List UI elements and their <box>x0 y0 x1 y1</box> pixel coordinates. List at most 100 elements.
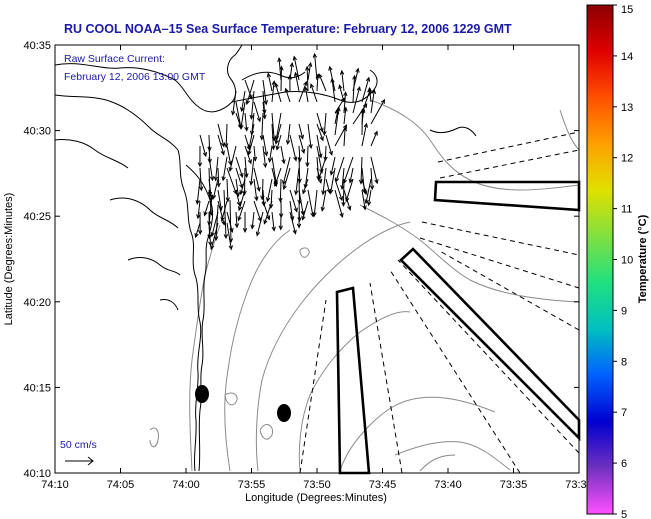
current-vector <box>217 134 225 156</box>
current-vector <box>249 90 255 120</box>
x-tick-label: 74:10 <box>41 479 69 491</box>
current-vector <box>253 178 259 202</box>
current-vector <box>213 156 219 182</box>
current-vector <box>284 87 291 103</box>
scale-label: 50 cm/s <box>60 439 97 451</box>
station-marker <box>277 404 291 422</box>
coastline <box>54 44 477 472</box>
current-vector <box>275 134 282 151</box>
x-tick-label: 73:30 <box>565 479 593 491</box>
current-vector <box>237 189 246 212</box>
current-vector <box>338 84 345 103</box>
current-vector <box>253 101 262 123</box>
current-vector <box>298 80 308 103</box>
current-vector <box>239 178 246 196</box>
current-vector <box>244 79 253 100</box>
y-tick-label: 40:10 <box>23 468 51 480</box>
current-vector <box>370 130 378 147</box>
current-vector <box>274 123 282 145</box>
current-vector <box>301 200 309 221</box>
current-vector <box>302 178 309 195</box>
radar-sector-lines <box>299 131 580 474</box>
current-vector <box>307 61 313 81</box>
colorbar-tick-label: 5 <box>621 509 627 519</box>
current-vector <box>263 200 273 225</box>
x-axis-ticks: 74:10 74:05 74:00 73:55 73:50 73:45 73:40 73:35… <box>41 45 593 491</box>
current-vector <box>318 73 327 92</box>
current-vector <box>203 200 210 217</box>
current-vector <box>316 112 324 133</box>
current-vector <box>307 123 313 150</box>
current-vector <box>224 123 229 149</box>
current-vector <box>289 134 298 162</box>
current-vector <box>196 200 201 220</box>
x-tick-label: 73:55 <box>238 479 266 491</box>
current-vector <box>334 189 344 218</box>
current-vector <box>262 145 268 169</box>
current-vector <box>289 211 297 235</box>
current-vector <box>266 72 273 92</box>
current-vector <box>325 134 333 156</box>
current-vector <box>197 211 203 235</box>
x-tick-label: 73:40 <box>434 479 462 491</box>
current-vector <box>271 211 276 232</box>
current-vector <box>221 156 228 182</box>
current-vector <box>352 74 357 103</box>
current-vector <box>244 112 249 132</box>
current-vector <box>262 200 271 221</box>
x-tick-label: 74:05 <box>107 479 135 491</box>
current-vector <box>305 145 310 168</box>
current-vector <box>316 145 324 174</box>
current-vector <box>262 134 269 157</box>
current-vector <box>247 134 255 156</box>
current-vector <box>280 145 286 165</box>
current-note-line2: February 12, 2006 13:00 GMT <box>64 71 206 83</box>
bathymetry-contours <box>149 99 580 472</box>
current-vector <box>242 211 248 233</box>
current-vector <box>226 145 233 166</box>
x-tick-label: 73:50 <box>303 479 331 491</box>
current-vector <box>226 222 233 251</box>
current-vector <box>342 156 354 185</box>
current-vector <box>320 189 327 212</box>
current-vector <box>267 145 273 163</box>
current-vector <box>223 189 229 240</box>
current-vector <box>297 156 302 184</box>
current-vector <box>244 156 249 179</box>
current-vector <box>279 65 284 92</box>
current-vector <box>316 134 323 159</box>
current-vector <box>253 167 261 192</box>
current-vector <box>296 211 302 229</box>
y-tick-label: 40:15 <box>23 382 51 394</box>
current-vector <box>298 134 306 155</box>
current-vector <box>329 156 336 176</box>
current-vector <box>361 76 371 103</box>
current-vector <box>321 167 327 196</box>
current-vector <box>287 74 293 92</box>
current-vector <box>255 211 264 237</box>
colorbar-tick-label: 7 <box>621 407 627 419</box>
current-vector <box>366 189 372 207</box>
current-vector <box>231 90 237 116</box>
current-vector <box>197 145 203 168</box>
current-vector <box>303 86 309 103</box>
current-vector <box>289 189 298 213</box>
current-vector <box>195 178 201 205</box>
current-vector <box>198 167 204 192</box>
current-vector <box>265 178 273 203</box>
current-vector <box>217 200 226 226</box>
current-vector <box>370 88 377 114</box>
current-vector <box>370 98 386 125</box>
current-vector <box>274 82 282 103</box>
current-vector <box>278 178 283 203</box>
current-vector <box>216 167 221 188</box>
current-vector <box>330 77 336 103</box>
current-vector <box>292 55 300 81</box>
colorbar-tick-label: 12 <box>621 153 633 165</box>
current-vector <box>361 178 368 196</box>
current-vector <box>361 122 368 147</box>
x-axis-label: Longitude (Degrees:Minutes) <box>245 492 387 504</box>
current-vector <box>262 101 267 120</box>
current-vector <box>273 167 282 187</box>
current-vector <box>343 106 348 125</box>
